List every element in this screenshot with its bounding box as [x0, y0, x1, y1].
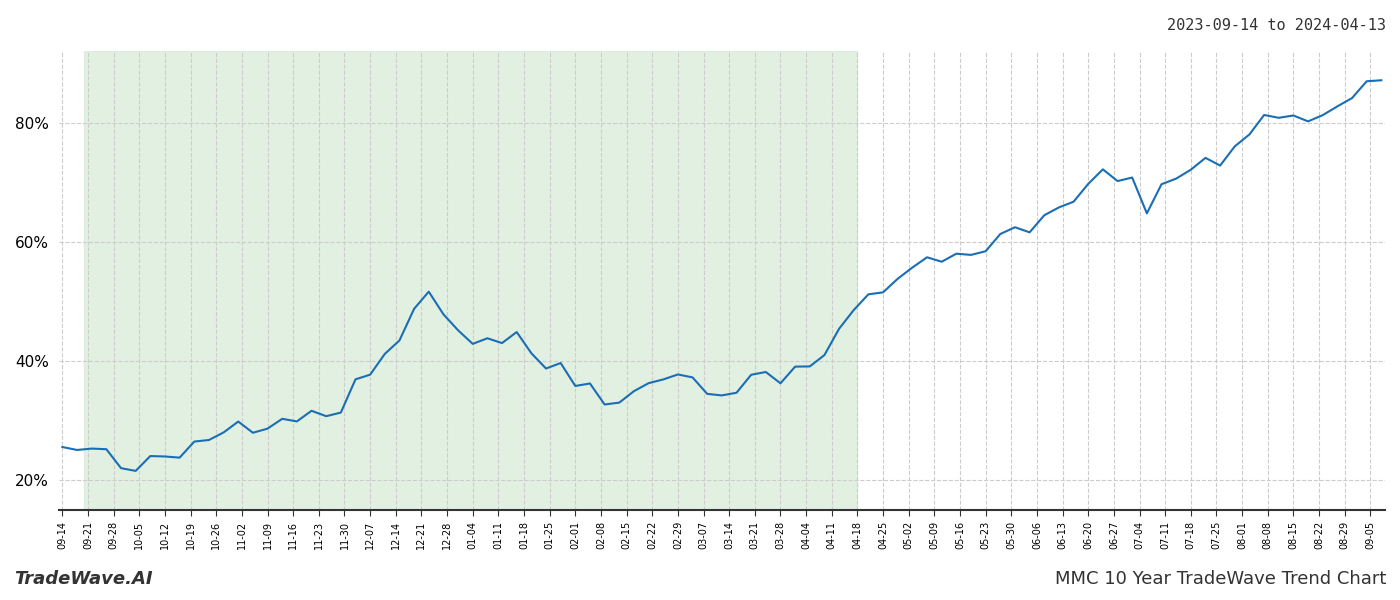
Text: MMC 10 Year TradeWave Trend Chart: MMC 10 Year TradeWave Trend Chart	[1054, 570, 1386, 588]
Bar	[84, 51, 857, 510]
Text: TradeWave.AI: TradeWave.AI	[14, 570, 153, 588]
Text: 2023-09-14 to 2024-04-13: 2023-09-14 to 2024-04-13	[1168, 18, 1386, 33]
